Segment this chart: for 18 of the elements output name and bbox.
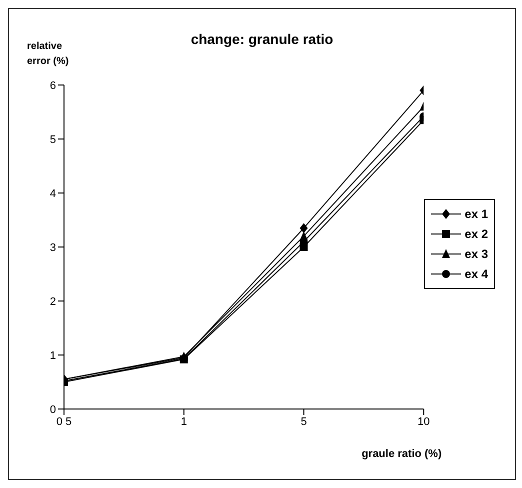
y-tick-label: 0 [50, 404, 56, 416]
legend-label: ex 1 [464, 207, 488, 221]
x-axis-title: graule ratio (%) [362, 448, 442, 460]
x-tick-label: 1 [180, 416, 187, 428]
y-tick-label: 2 [50, 296, 56, 308]
legend-label: ex 3 [464, 247, 488, 261]
y-tick-label: 4 [50, 188, 56, 200]
x-tick-label: 5 [300, 416, 307, 428]
x-tick-label: 10 [418, 416, 430, 428]
y-tick-label: 6 [50, 80, 56, 92]
y-tick-label: 5 [50, 134, 56, 146]
x-tick-label: 0 5 [56, 416, 72, 428]
y-tick-label: 1 [50, 350, 56, 362]
legend-label: ex 4 [464, 267, 488, 281]
y-axis-title: relative error (%) [27, 40, 69, 69]
chart-title: change: granule ratio [190, 31, 334, 47]
legend-label: ex 2 [464, 227, 488, 241]
y-tick-label: 3 [50, 242, 56, 254]
